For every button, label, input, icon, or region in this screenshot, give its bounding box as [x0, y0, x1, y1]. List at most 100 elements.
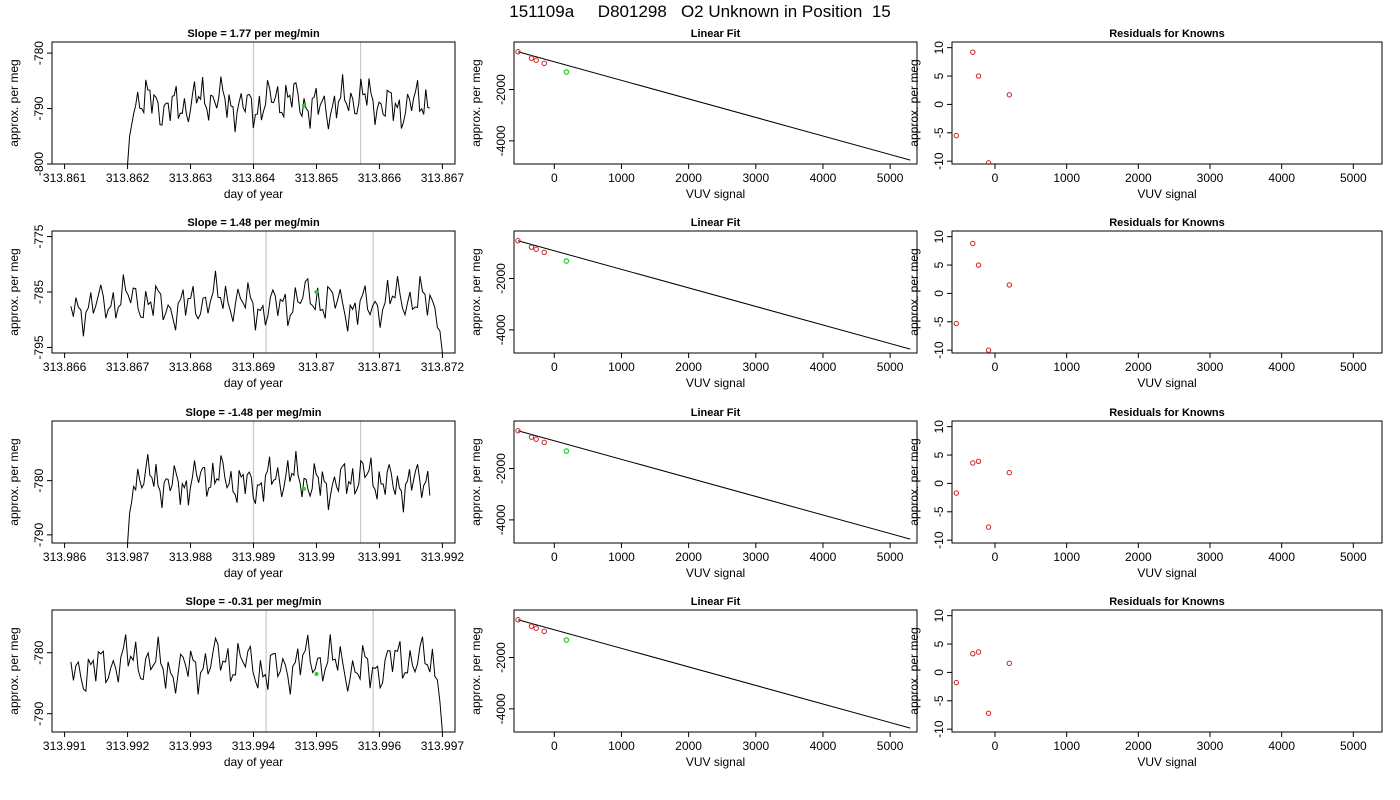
- plot-frame: [951, 420, 1383, 544]
- y-tick-label: 10: [932, 41, 946, 55]
- x-tick-label: 313.866: [358, 171, 402, 185]
- panel-3-2: Linear Fit 0 1000 2000 3000 4000 5000 -4000 -200…: [469, 407, 918, 580]
- y-axis-label: approx. per meg: [907, 59, 921, 146]
- known-point: [533, 246, 539, 252]
- residual-point: [953, 320, 959, 327]
- residual-point: [1006, 92, 1013, 98]
- y-tick-label: -10: [932, 341, 946, 359]
- panel-1-3: Residuals for Knowns 0 1000 2000 3000 4000 500…: [907, 28, 1383, 201]
- panel-2-2: Linear Fit 0 1000 2000 3000 4000 5000 -4000 -200…: [469, 217, 918, 390]
- y-tick-label: 5: [932, 72, 946, 79]
- panel-title: Linear Fit: [691, 217, 741, 229]
- plot-frame: [51, 230, 456, 354]
- x-tick-label: 313.868: [169, 360, 213, 374]
- x-tick-label: 3000: [742, 739, 769, 753]
- x-tick-label: 313.867: [421, 171, 465, 185]
- known-point: [541, 628, 547, 635]
- x-tick-label: 4000: [1268, 550, 1295, 564]
- y-tick-label: 0: [932, 290, 946, 297]
- y-axis-label: approx. per meg: [907, 248, 921, 335]
- panel-title: Linear Fit: [691, 28, 741, 40]
- known-point: [515, 617, 521, 623]
- x-tick-label: 0: [992, 360, 999, 374]
- y-axis-label: approx. per meg: [907, 438, 921, 525]
- x-tick-label: 2000: [1125, 550, 1152, 564]
- x-axis-label: VUV signal: [1137, 566, 1196, 580]
- signal-trace: [127, 451, 431, 543]
- x-tick-label: 3000: [1197, 171, 1224, 185]
- y-tick-label: -2000: [494, 453, 508, 484]
- x-tick-label: 313.989: [232, 550, 276, 564]
- x-axis-label: VUV signal: [1137, 755, 1196, 769]
- residual-point: [970, 49, 976, 55]
- y-tick-label: -5: [932, 506, 946, 517]
- x-tick-label: 3000: [742, 550, 769, 564]
- x-tick-label: 2000: [675, 171, 702, 185]
- unknown-point: [563, 258, 570, 264]
- fit-line: [517, 51, 911, 161]
- x-axis-label: VUV signal: [686, 566, 745, 580]
- signal-trace: [70, 634, 443, 732]
- x-tick-label: 2000: [1125, 739, 1152, 753]
- x-tick-label: 313.991: [43, 739, 87, 753]
- y-tick-label: -780: [32, 41, 46, 65]
- y-axis-label: approx. per meg: [469, 59, 483, 146]
- x-tick-label: 3000: [1197, 739, 1224, 753]
- panel-2-3: Residuals for Knowns 0 1000 2000 3000 4000 500…: [907, 217, 1383, 390]
- residual-point: [970, 650, 976, 657]
- x-tick-label: 4000: [810, 550, 837, 564]
- x-axis-label: VUV signal: [686, 755, 745, 769]
- x-tick-label: 2000: [675, 739, 702, 753]
- y-axis-label: approx. per meg: [7, 627, 21, 714]
- y-tick-label: 0: [932, 101, 946, 108]
- unknown-marker: [301, 103, 306, 108]
- residual-point: [1006, 282, 1013, 288]
- x-tick-label: 313.992: [421, 550, 465, 564]
- plot-frame: [951, 609, 1383, 733]
- plot-frame: [951, 41, 1383, 165]
- y-tick-label: -4000: [494, 125, 508, 156]
- x-tick-label: 0: [992, 550, 999, 564]
- x-tick-label: 2000: [675, 550, 702, 564]
- x-axis-label: day of year: [224, 755, 283, 769]
- panel-title: Slope = 1.48 per meg/min: [187, 217, 320, 229]
- y-tick-label: -5: [932, 316, 946, 327]
- y-tick-label: 0: [932, 480, 946, 487]
- panel-3-1: Slope = -1.48 per meg/min 313.986 313.987 3…: [7, 407, 464, 580]
- x-tick-label: 5000: [877, 739, 904, 753]
- residual-point: [953, 679, 959, 686]
- y-tick-label: -790: [32, 701, 46, 725]
- x-tick-label: 5000: [1340, 360, 1367, 374]
- residual-point: [1006, 469, 1013, 476]
- x-tick-label: 5000: [1340, 171, 1367, 185]
- x-tick-label: 313.87: [298, 360, 335, 374]
- x-tick-label: 0: [992, 739, 999, 753]
- y-tick-label: -10: [932, 531, 946, 549]
- y-tick-label: -10: [932, 152, 946, 170]
- y-tick-label: 5: [932, 640, 946, 647]
- known-point: [515, 428, 521, 434]
- x-tick-label: 313.995: [295, 739, 339, 753]
- x-tick-label: 0: [551, 739, 558, 753]
- y-tick-label: 5: [932, 261, 946, 268]
- y-tick-label: -780: [32, 640, 46, 664]
- residual-point: [970, 240, 976, 247]
- x-tick-label: 2000: [675, 360, 702, 374]
- x-tick-label: 1000: [608, 171, 635, 185]
- residual-point: [975, 649, 982, 655]
- x-axis-label: VUV signal: [686, 187, 745, 201]
- known-point: [541, 249, 547, 256]
- panel-2-1: Slope = 1.48 per meg/min 313.866 313.867 31…: [7, 217, 464, 390]
- x-tick-label: 313.99: [298, 550, 335, 564]
- known-point: [541, 439, 547, 446]
- x-tick-label: 313.992: [106, 739, 150, 753]
- x-tick-label: 5000: [877, 171, 904, 185]
- x-tick-label: 313.869: [232, 360, 276, 374]
- residual-point: [985, 347, 992, 353]
- unknown-point: [563, 637, 570, 643]
- y-axis-label: approx. per meg: [7, 438, 21, 525]
- y-tick-label: -2000: [494, 642, 508, 673]
- y-tick-label: -2000: [494, 74, 508, 105]
- y-tick-label: 5: [932, 451, 946, 458]
